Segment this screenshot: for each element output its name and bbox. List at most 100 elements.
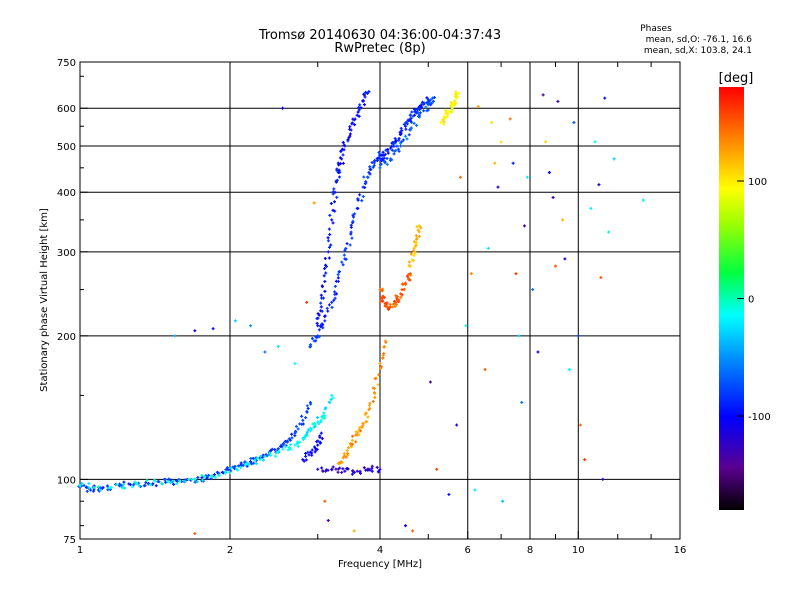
echo-point (381, 299, 385, 303)
scattered-echo-point (553, 264, 557, 268)
echo-point (343, 144, 347, 148)
y-tick-label: 500 (57, 142, 76, 153)
echo-point (350, 442, 354, 446)
echo-trace (78, 393, 335, 492)
echo-point (344, 247, 348, 251)
echo-point (326, 250, 330, 254)
echo-point (401, 138, 405, 142)
scattered-echo-point (501, 499, 505, 503)
echo-point (268, 451, 272, 455)
echo-point (301, 422, 305, 426)
echo-point (294, 429, 298, 433)
echo-point (340, 460, 344, 464)
scattered-echoes (173, 93, 645, 536)
echo-point (336, 276, 340, 280)
scattered-echo-point (603, 96, 607, 100)
echo-point (395, 144, 399, 148)
echo-point (309, 427, 313, 431)
echo-point (296, 427, 300, 431)
echo-point (360, 199, 364, 203)
echo-point (288, 443, 292, 447)
echo-point (400, 140, 404, 144)
echo-point (320, 466, 324, 470)
echo-point (327, 400, 331, 404)
echo-point (379, 366, 383, 370)
echo-point (393, 136, 397, 140)
echo-point (319, 305, 323, 309)
x-tick-label: 16 (674, 545, 687, 556)
echo-point (196, 476, 200, 480)
chart-subtitle: RwPretec (8p) (334, 41, 425, 56)
echo-point (205, 477, 209, 481)
echo-point (342, 452, 346, 456)
echo-point (394, 148, 398, 152)
echo-point (425, 96, 429, 100)
scattered-echo-point (612, 157, 616, 161)
echo-point (419, 104, 423, 108)
echo-point (316, 416, 320, 420)
echo-point (301, 418, 305, 422)
echo-point (78, 484, 82, 488)
echo-point (320, 415, 324, 419)
echo-point (411, 114, 415, 118)
x-tick-label: 10 (572, 545, 585, 556)
echo-point (350, 438, 354, 442)
echo-point (335, 195, 339, 199)
scattered-echo-point (293, 361, 297, 365)
echo-point (329, 397, 333, 401)
x-tick-label: 8 (527, 545, 533, 556)
scattered-echo-point (541, 93, 545, 97)
echo-point (358, 193, 362, 197)
echo-point (89, 488, 93, 492)
echo-point (351, 219, 355, 223)
echo-point (323, 319, 327, 323)
echo-point (390, 148, 394, 152)
scattered-echo-point (263, 350, 267, 354)
scattered-echo-point (473, 488, 477, 492)
echo-point (314, 339, 318, 343)
echo-point (361, 195, 365, 199)
echo-point (285, 439, 289, 443)
phase-stats: Phases mean, sd,O: -76.1, 16.6 mean, sd,… (640, 24, 752, 56)
echo-point (193, 477, 197, 481)
echo-point (133, 480, 137, 484)
scattered-echo-point (536, 350, 540, 354)
echo-point (174, 479, 178, 483)
echo-point (337, 163, 341, 167)
echo-point (378, 467, 382, 471)
echo-point (397, 149, 401, 153)
chart-title: Tromsø 20140630 04:36:00-04:37:43 (258, 28, 501, 43)
echo-point (396, 147, 400, 151)
x-tick-label: 6 (465, 545, 471, 556)
echo-point (321, 296, 325, 300)
echo-point (405, 274, 409, 278)
echo-point (453, 103, 457, 107)
y-tick-label: 75 (63, 535, 76, 546)
echo-point (376, 470, 380, 474)
echo-point (343, 257, 347, 261)
echo-point (338, 175, 342, 179)
echo-point (399, 295, 403, 299)
echo-point (397, 298, 401, 302)
colorbar-label: [deg] (719, 71, 754, 86)
echo-point (417, 113, 421, 117)
colorbar: [deg] 100 0 -100 (719, 71, 771, 510)
scattered-echo-point (233, 319, 237, 323)
echo-point (305, 404, 309, 408)
scattered-echo-point (531, 288, 535, 292)
scattered-echo-point (490, 121, 494, 125)
scattered-echo-point (193, 329, 197, 333)
y-tick-label: 600 (57, 104, 76, 115)
echo-point (213, 475, 217, 479)
echo-point (160, 482, 164, 486)
echo-point (328, 245, 332, 249)
echo-trace (301, 431, 324, 463)
echo-point (368, 165, 372, 169)
echo-point (117, 484, 121, 488)
echo-point (380, 157, 384, 161)
echo-point (332, 298, 336, 302)
echo-point (351, 469, 355, 473)
echo-point (336, 273, 340, 277)
echo-point (300, 414, 304, 418)
echo-point (361, 99, 365, 103)
